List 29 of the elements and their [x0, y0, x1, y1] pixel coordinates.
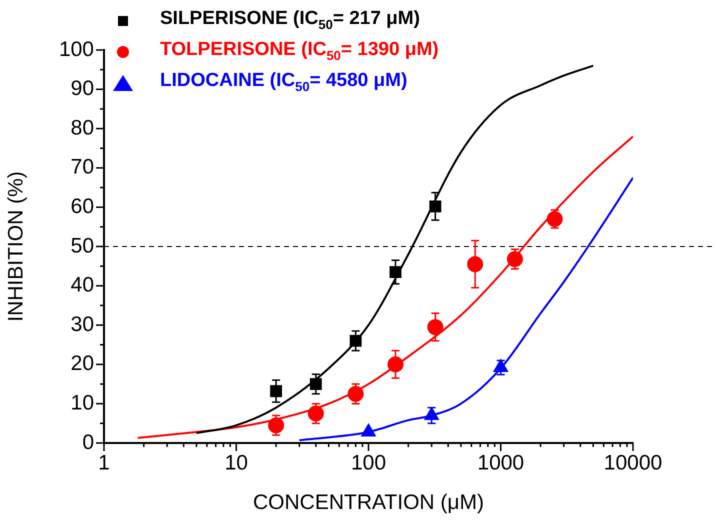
- point: [390, 266, 402, 278]
- x-tick-label: 10: [224, 451, 248, 474]
- x-tick-label: 1000: [477, 451, 524, 474]
- point: [467, 256, 484, 272]
- y-tick-label: 80: [70, 116, 94, 140]
- y-tick-label: 30: [70, 312, 94, 336]
- y-tick-label: 0: [82, 430, 94, 454]
- legend-label: SILPERISONE (IC$_{50}$= 217 μM): [160, 7, 420, 34]
- y-tick-label: 90: [70, 77, 94, 100]
- point: [310, 378, 322, 390]
- y-axis-title: INHIBITION (%): [4, 171, 28, 322]
- legend-label: LIDOCAINE (IC$_{50}$= 4580 μM): [160, 68, 408, 96]
- y-tick-label: 100: [58, 38, 94, 61]
- point: [506, 251, 523, 268]
- y-tick-label: 10: [70, 391, 94, 414]
- point: [350, 334, 362, 347]
- x-axis-title: CONCENTRATION (μM): [252, 491, 484, 514]
- y-tick-label: 40: [70, 274, 94, 297]
- x-tick-label: 1: [98, 451, 110, 474]
- x-tick-label: 100: [350, 451, 386, 474]
- point: [270, 385, 282, 398]
- y-tick-label: 50: [70, 234, 94, 258]
- legend-label: TOLPERISONE (IC$_{50}$= 1390 μM): [160, 38, 439, 65]
- point: [387, 356, 404, 372]
- y-tick-label: 70: [70, 156, 94, 179]
- x-tick-label: 10000: [604, 451, 662, 474]
- point: [429, 200, 442, 212]
- y-tick-label: 20: [70, 352, 94, 376]
- y-tick-label: 60: [70, 194, 94, 218]
